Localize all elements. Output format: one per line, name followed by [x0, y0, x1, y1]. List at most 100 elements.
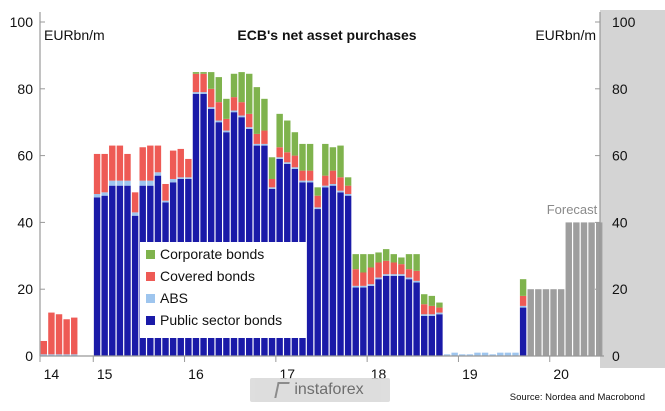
- bar-abs: [382, 274, 390, 276]
- bar-public: [352, 287, 359, 356]
- y-tick-label-right: 20: [612, 281, 628, 297]
- bar-abs: [185, 177, 192, 179]
- bar-corporate: [375, 252, 382, 263]
- bar-forecast: [580, 222, 588, 356]
- bar-covered: [192, 73, 200, 93]
- bar-public: [101, 195, 108, 356]
- y-tick-label-left: 40: [17, 214, 33, 230]
- bar-public: [322, 187, 329, 356]
- bar-public: [344, 195, 352, 356]
- bar-corporate: [322, 143, 329, 176]
- bar-corporate: [276, 113, 283, 148]
- y-tick-label-left: 20: [17, 281, 33, 297]
- bar-covered: [413, 270, 420, 281]
- left-unit-label: EURbn/m: [44, 27, 105, 43]
- bar-corporate: [284, 120, 291, 153]
- bar-abs: [291, 167, 299, 169]
- bar-covered: [398, 264, 405, 275]
- bar-corporate: [519, 279, 527, 296]
- bar-abs: [413, 280, 420, 283]
- bar-abs: [314, 207, 321, 210]
- bar-covered: [261, 130, 268, 144]
- bar-abs: [268, 187, 276, 189]
- bar-covered: [93, 153, 101, 195]
- bar-abs: [261, 143, 268, 146]
- bar-abs: [124, 180, 131, 186]
- y-tick-label-right: 40: [612, 214, 628, 230]
- bar-corporate: [390, 254, 397, 263]
- x-tick-label: 14: [44, 366, 60, 382]
- bar-public: [215, 122, 222, 356]
- bar-covered: [177, 148, 184, 178]
- bar-covered: [367, 267, 375, 285]
- bar-public: [230, 112, 238, 357]
- bar-public: [382, 275, 390, 356]
- source-note: Source: Nordea and Macrobond: [510, 392, 645, 403]
- bar-corporate: [238, 72, 245, 103]
- watermark-logo-icon: [274, 382, 291, 398]
- bar-abs: [489, 354, 496, 356]
- bar-abs: [504, 352, 512, 356]
- legend-label-abs: ABS: [160, 290, 188, 306]
- bar-public: [116, 185, 124, 356]
- bar-public: [238, 117, 245, 356]
- bar-abs: [322, 185, 329, 188]
- bar-abs: [428, 314, 436, 316]
- y-tick-label-left: 80: [17, 81, 33, 97]
- bar-corporate: [246, 73, 253, 114]
- bar-abs: [169, 178, 177, 183]
- bar-abs: [238, 115, 245, 118]
- bar-abs: [398, 274, 405, 276]
- y-tick-label-right: 80: [612, 81, 628, 97]
- bar-covered: [147, 145, 154, 181]
- bar-forecast: [565, 222, 572, 356]
- bar-abs: [48, 354, 55, 356]
- bar-abs: [337, 190, 344, 193]
- bar-abs: [519, 305, 527, 308]
- bar-abs: [200, 92, 207, 94]
- bar-corporate: [337, 145, 344, 178]
- bar-covered: [306, 170, 314, 181]
- bar-covered: [116, 145, 124, 181]
- bar-abs: [55, 354, 63, 356]
- bar-abs: [101, 192, 108, 196]
- bar-abs: [223, 130, 230, 133]
- bar-corporate: [382, 249, 390, 261]
- bar-corporate: [261, 98, 268, 131]
- y-axis-right-ticks: 0 20 40 60 80 100: [612, 14, 636, 364]
- bar-abs: [93, 194, 101, 198]
- axes: [39, 12, 604, 357]
- legend-swatch-abs: [146, 294, 155, 303]
- bar-abs: [299, 180, 306, 183]
- bar-abs: [436, 312, 443, 315]
- bar-forecast: [595, 222, 603, 356]
- bar-abs: [40, 354, 48, 356]
- bar-abs: [421, 314, 428, 316]
- bar-corporate: [314, 187, 321, 196]
- bar-abs: [63, 354, 70, 356]
- bar-corporate: [329, 147, 337, 171]
- bar-corporate: [230, 73, 238, 98]
- bar-abs: [230, 110, 238, 113]
- bar-public: [436, 314, 443, 356]
- bar-public: [109, 185, 116, 356]
- bar-covered: [207, 88, 215, 108]
- bar-forecast: [557, 289, 565, 356]
- bar-abs: [276, 157, 283, 159]
- bar-abs: [405, 277, 413, 280]
- bar-corporate: [421, 294, 428, 305]
- bar-covered: [109, 145, 116, 181]
- bar-abs: [207, 107, 215, 109]
- bar-corporate: [436, 302, 443, 308]
- bar-covered: [238, 102, 245, 116]
- bar-public: [428, 315, 436, 356]
- bar-corporate: [192, 72, 200, 74]
- bar-corporate: [215, 77, 222, 103]
- bar-public: [421, 315, 428, 356]
- bar-abs: [451, 352, 458, 356]
- bar-public: [124, 185, 131, 356]
- bar-covered: [519, 295, 527, 306]
- y-tick-label-right: 100: [612, 14, 636, 30]
- bar-covered: [276, 147, 283, 158]
